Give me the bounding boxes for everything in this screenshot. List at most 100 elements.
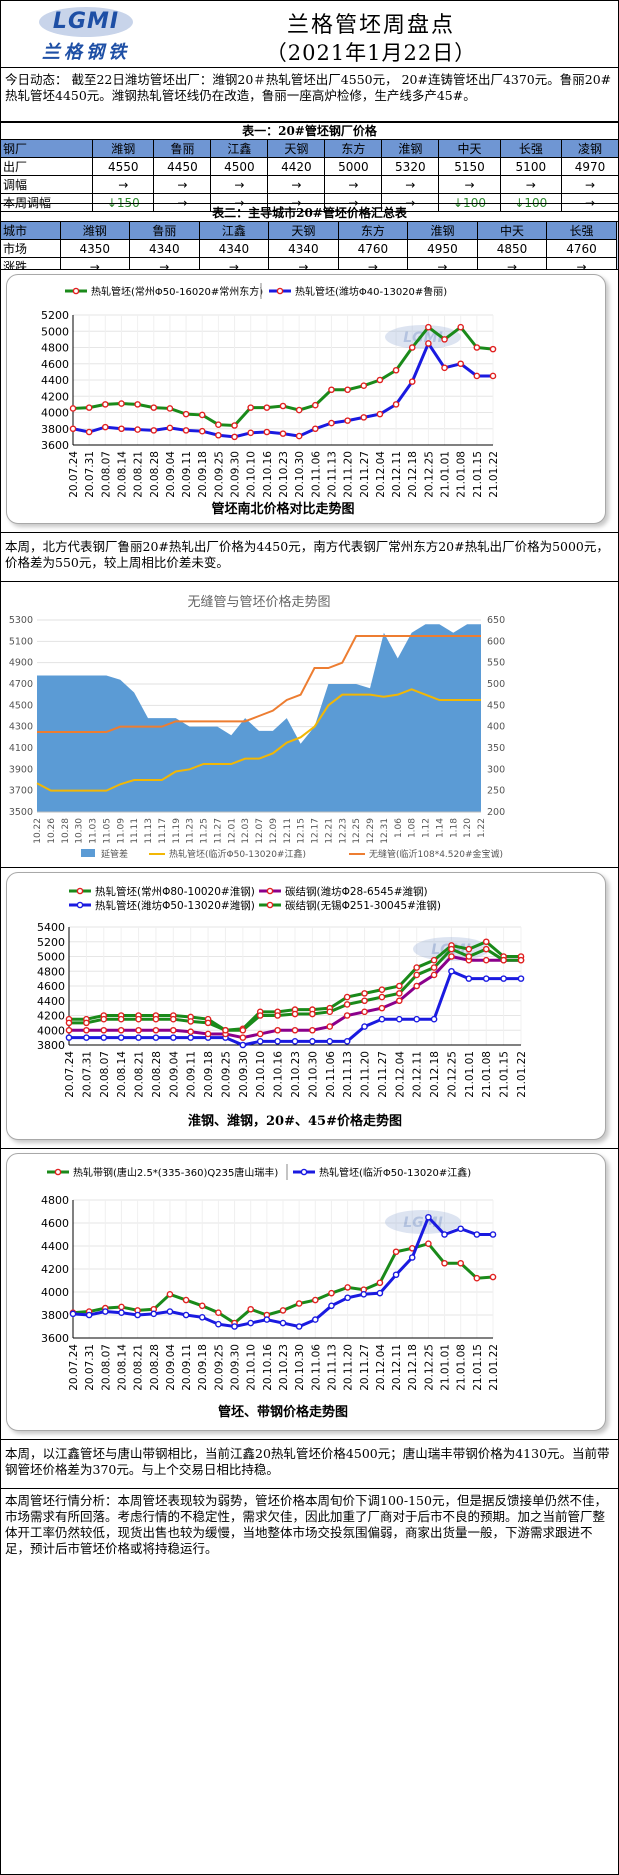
table-header-cell: 潍钢 <box>92 139 155 158</box>
x-tick-label: 20.09.18 <box>197 1344 209 1391</box>
data-point <box>187 1034 194 1041</box>
data-point <box>376 410 384 418</box>
x-tick-label: 11.25 <box>200 818 210 844</box>
chart-title: 无缝管与管坯价格走势图 <box>187 594 330 610</box>
data-point <box>118 1303 125 1311</box>
data-point <box>187 1018 194 1025</box>
data-point <box>500 975 507 982</box>
x-tick-label: 20.09.25 <box>213 451 225 498</box>
data-point <box>182 1296 190 1304</box>
data-point <box>448 953 455 960</box>
x-tick-label: 20.09.18 <box>197 451 209 498</box>
x-tick-label: 21.01.22 <box>516 1051 528 1098</box>
y-tick-label: 4200 <box>41 390 69 403</box>
data-point <box>170 1015 177 1023</box>
right-tick-label: 550 <box>487 658 505 669</box>
x-tick-label: 20.09.18 <box>203 1051 215 1098</box>
x-tick-label: 20.11.13 <box>326 1344 338 1391</box>
table-cell: 4850 <box>476 239 548 258</box>
x-tick-label: 20.09.04 <box>165 451 177 498</box>
x-tick-label: 20.09.04 <box>168 1051 180 1098</box>
left-tick-label: 3900 <box>9 764 33 775</box>
report-header: LGMI 兰格钢铁 兰格管坯周盘点 （2021年1月22日） <box>0 0 619 68</box>
data-point <box>448 967 455 975</box>
data-point <box>326 1038 334 1045</box>
legend-label: 碳结钢(潍坊Φ28-6545#潍钢) <box>285 885 428 898</box>
data-point <box>215 1309 222 1316</box>
data-point <box>166 424 174 432</box>
x-tick-label: 20.12.11 <box>391 451 403 498</box>
x-tick-label: 20.12.11 <box>391 1344 403 1391</box>
legend-marker <box>266 901 274 909</box>
data-point <box>408 344 416 351</box>
table-blank-cell <box>615 221 619 276</box>
data-point <box>69 405 77 412</box>
data-point <box>360 1290 368 1298</box>
x-tick-label: 1.12 <box>422 818 432 838</box>
data-point <box>198 411 206 419</box>
data-point <box>170 1026 177 1034</box>
x-tick-label: 20.12.04 <box>375 1344 387 1391</box>
x-tick-label: 11.23 <box>186 818 196 844</box>
table-header-cell: 天钢 <box>267 139 326 158</box>
table-header-cell: 钢厂 <box>0 139 94 158</box>
x-tick-label: 12.03 <box>241 818 251 844</box>
data-point <box>215 421 222 428</box>
data-point <box>473 344 481 351</box>
data-point <box>198 427 206 435</box>
data-point <box>295 1323 303 1330</box>
x-tick-label: 20.11.20 <box>343 451 355 498</box>
data-point <box>430 1015 438 1023</box>
table-header-cell: 东方 <box>337 221 409 240</box>
y-tick-label: 4000 <box>41 407 69 420</box>
watermark-logo: LGMI <box>385 1210 461 1234</box>
chart-billet-strip: 3600 3800 4000 4200 4400 4600 4800 20.07.24 20.0… <box>41 1164 500 1420</box>
data-point <box>361 1023 368 1030</box>
data-point <box>291 1010 299 1018</box>
table-cell: → <box>381 175 440 194</box>
y-tick-label: 4000 <box>37 1024 65 1037</box>
y-tick-label: 3600 <box>41 1332 69 1345</box>
x-tick-label: 21.01.08 <box>456 451 468 498</box>
x-tick-label: 21.01.01 <box>464 1051 476 1098</box>
watermark-oval <box>385 1210 461 1234</box>
data-point <box>408 378 416 385</box>
table-cell: 市场 <box>0 239 61 258</box>
y-tick-label: 5000 <box>41 325 69 338</box>
data-point <box>392 366 400 374</box>
data-point <box>489 1231 497 1238</box>
data-point <box>328 386 335 394</box>
table-cell: 4340 <box>198 239 270 258</box>
data-point <box>465 975 473 982</box>
x-tick-label: 12.17 <box>311 818 321 844</box>
x-tick-label: 11.11 <box>130 818 140 844</box>
data-point <box>150 427 158 434</box>
legend-item: 热轧管坯(潍坊Φ40-13020#鲁丽) <box>269 285 447 298</box>
data-point <box>343 1012 351 1019</box>
table-header-cell: 城市 <box>0 221 61 240</box>
data-point <box>152 1015 160 1023</box>
lgmi-logo: LGMI 兰格钢铁 <box>31 5 141 63</box>
data-point <box>100 1026 108 1034</box>
x-tick-label: 11.09 <box>116 818 126 844</box>
table-cell: 4760 <box>546 239 617 258</box>
data-point <box>326 1008 334 1016</box>
data-point <box>239 1041 247 1049</box>
table-row: 市场 4350 4340 4340 4340 4760 4950 4850 4760 <box>0 239 619 258</box>
data-point <box>465 945 473 953</box>
data-point <box>295 432 303 440</box>
x-tick-label: 10.28 <box>61 818 71 844</box>
x-tick-label: 21.01.15 <box>499 1051 511 1098</box>
logo-text: LGMI <box>52 9 120 34</box>
data-point <box>482 956 490 964</box>
x-tick-label: 20.07.24 <box>68 1344 80 1391</box>
legend-item: 无缝管(临沂108*4.520#金宝诚) <box>349 848 503 860</box>
x-tick-label: 20.09.30 <box>230 451 242 498</box>
data-point <box>413 971 420 979</box>
data-point <box>312 401 319 409</box>
logo-cn-text: 兰格钢铁 <box>42 42 130 63</box>
left-tick-label: 5300 <box>9 615 33 626</box>
data-point <box>291 1038 299 1045</box>
data-point <box>222 1026 229 1034</box>
